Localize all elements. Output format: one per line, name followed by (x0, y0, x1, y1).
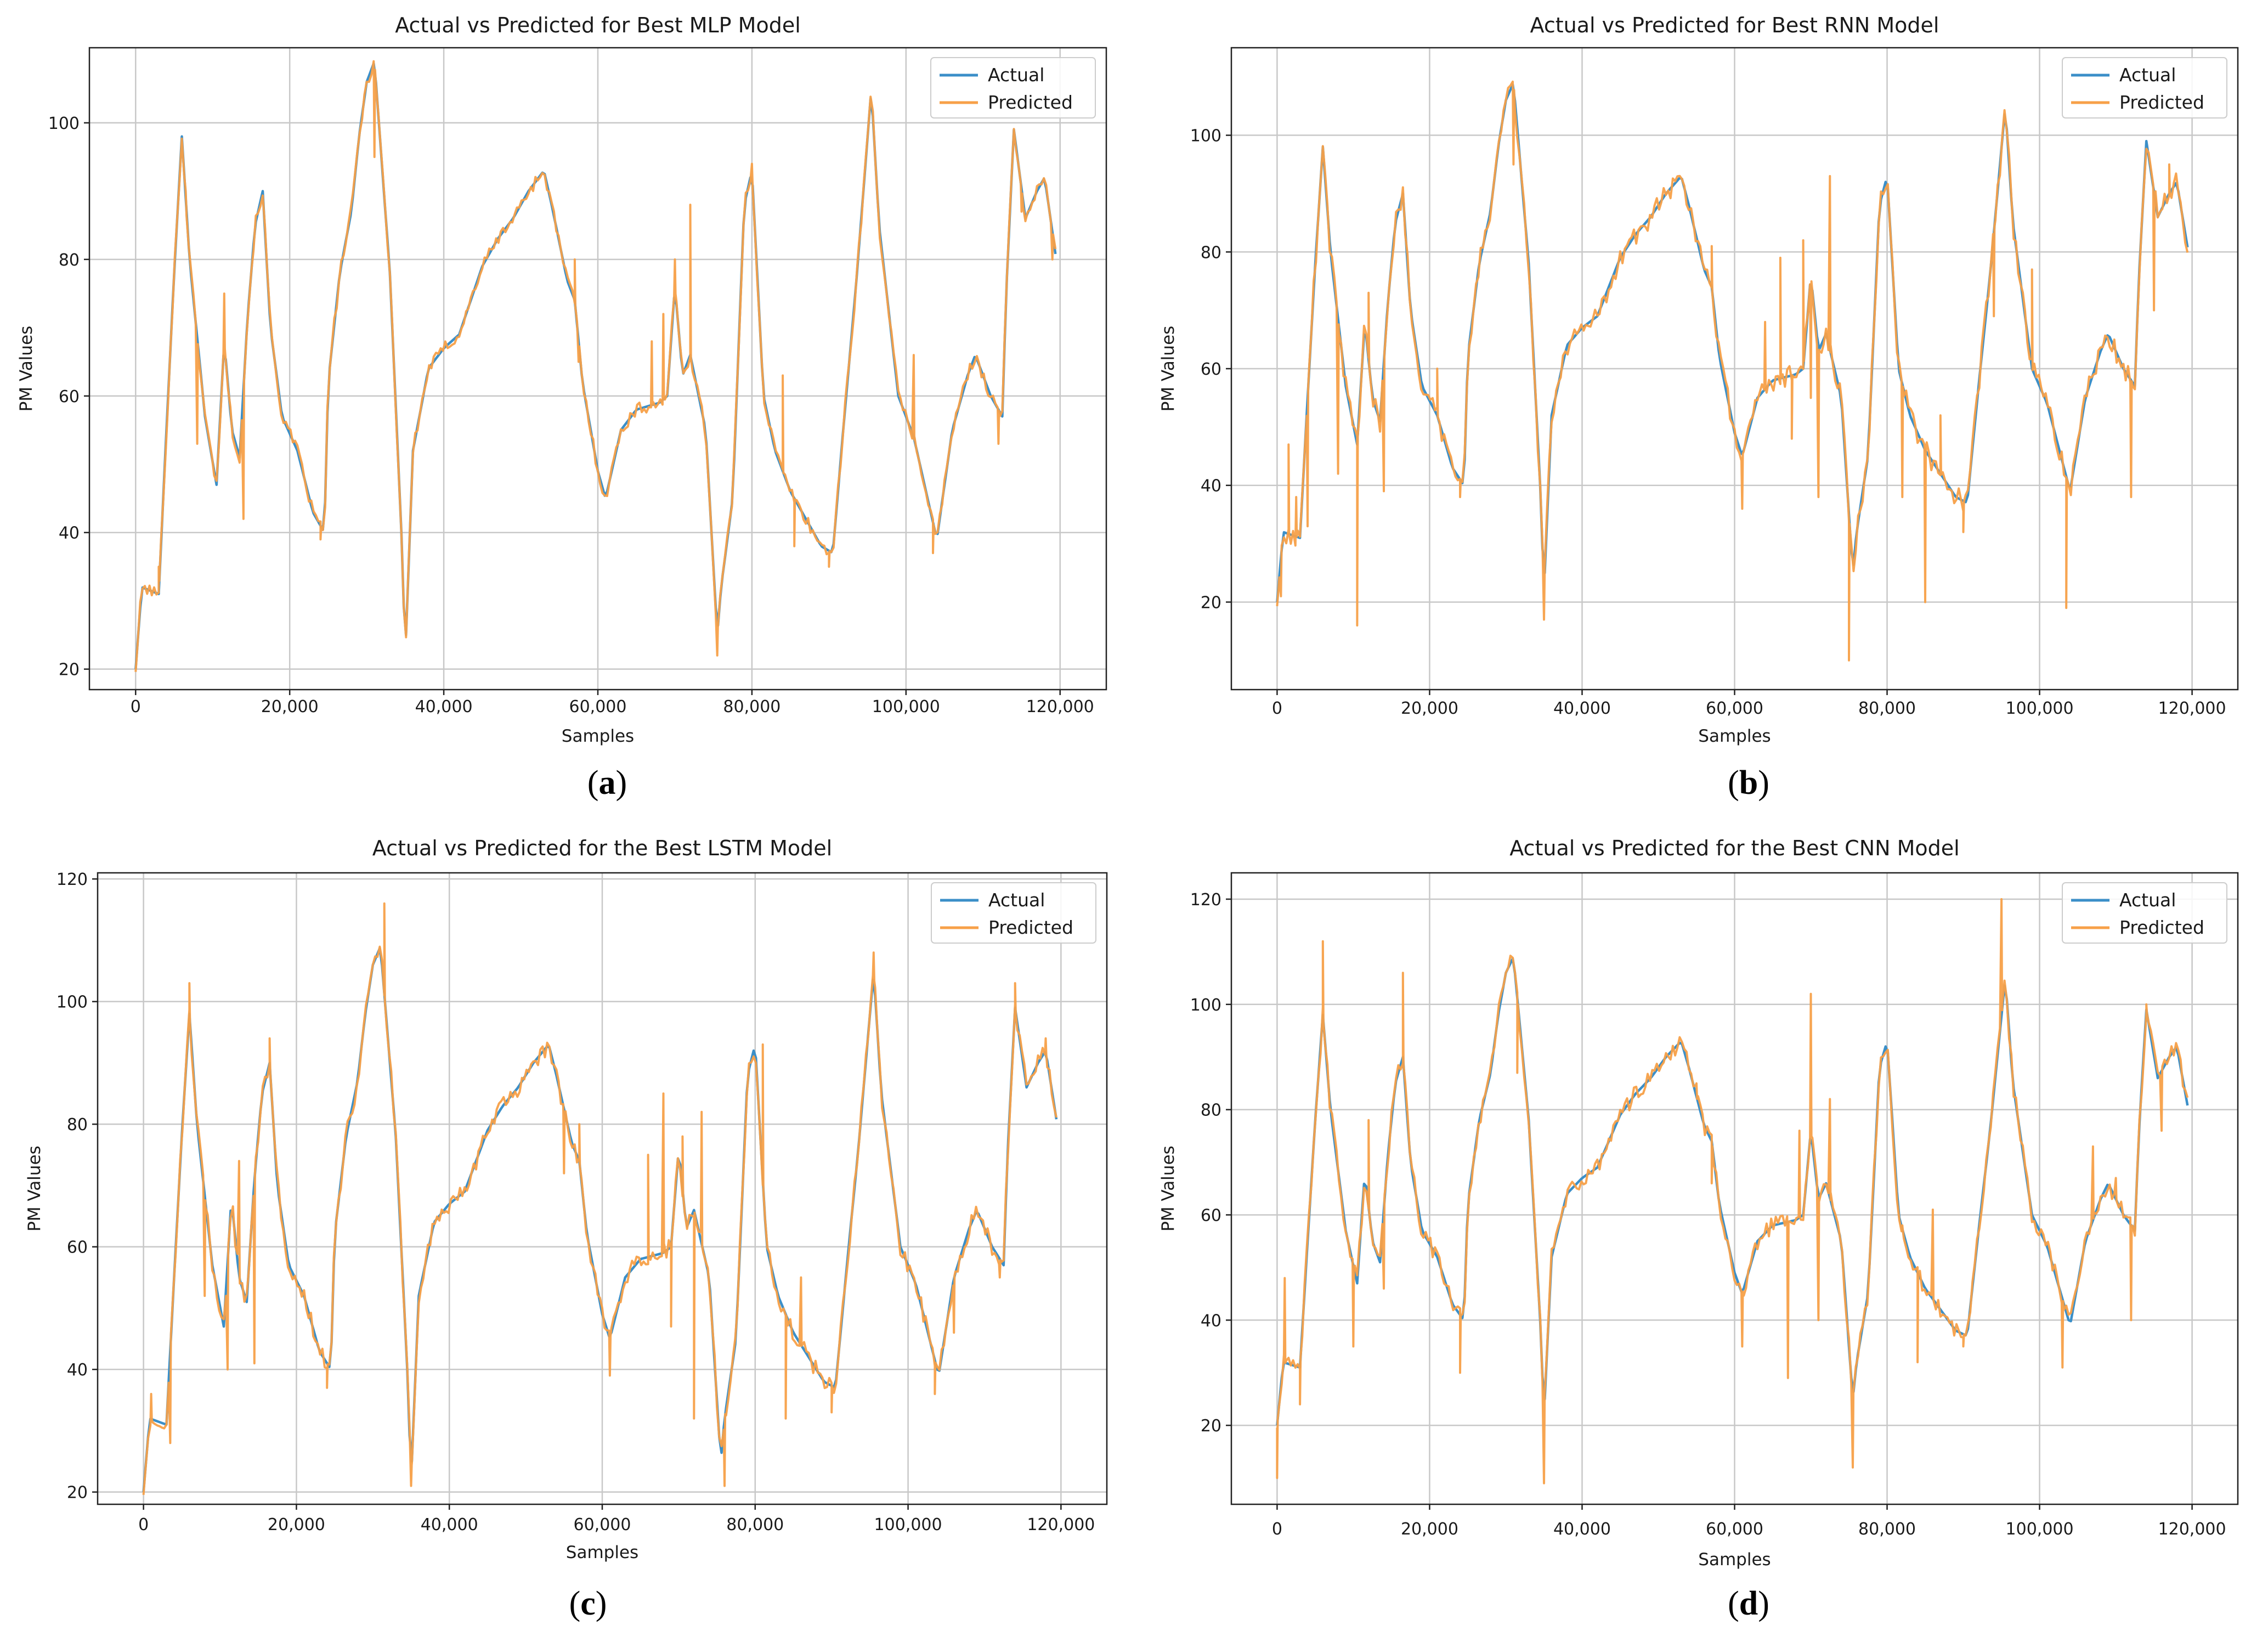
x-tick-label: 0 (1272, 1520, 1282, 1539)
x-tick-label: 20,000 (261, 697, 319, 716)
series-line-predicted (142, 902, 1057, 1495)
chart-panel-cnn: Actual vs Predicted for the Best CNN Mod… (1134, 821, 2268, 1642)
y-tick-label: 20 (67, 1483, 88, 1503)
x-tick-label: 20,000 (1401, 1520, 1458, 1539)
y-tick-label: 60 (1201, 1206, 1221, 1225)
legend-label-actual: Actual (2119, 889, 2176, 911)
x-tick-label: 0 (1272, 699, 1282, 718)
y-tick-label: 100 (1190, 127, 1221, 146)
caption-b: (b) (1728, 764, 1769, 802)
chart-mlp: Actual vs Predicted for Best MLP Model 0 2… (16, 13, 1107, 746)
y-tick-label: 120 (1190, 890, 1221, 910)
legend: Actual Predicted (931, 882, 1096, 944)
x-tick-label: 80,000 (1858, 699, 1916, 718)
y-tick-label: 40 (1201, 1311, 1221, 1330)
series-line-predicted (134, 60, 1057, 672)
x-tick-label: 80,000 (1858, 1520, 1916, 1539)
x-tick-label: 100,000 (2006, 699, 2074, 718)
series-line-predicted (1276, 898, 2189, 1485)
caption-c: (c) (569, 1585, 607, 1622)
y-tick-label: 80 (59, 251, 80, 270)
legend-label-actual: Actual (2119, 64, 2176, 86)
y-tick-label: 100 (1190, 996, 1221, 1015)
x-tick-label: 40,000 (1553, 699, 1611, 718)
caption-a-letter: a (598, 764, 616, 802)
x-tick-label: 60,000 (1706, 699, 1763, 718)
chart-title: Actual vs Predicted for Best MLP Model (395, 13, 801, 37)
chart-title: Actual vs Predicted for the Best LSTM Mo… (372, 836, 832, 860)
x-tick-label: 40,000 (1553, 1520, 1611, 1539)
legend-label-actual: Actual (988, 64, 1044, 86)
chart-rnn: Actual vs Predicted for Best RNN Model 0 2… (1158, 13, 2239, 746)
legend-label-predicted: Predicted (988, 92, 1073, 113)
series-line-predicted (1276, 80, 2189, 662)
y-tick-label: 80 (67, 1115, 88, 1135)
chart-panel-lstm: Actual vs Predicted for the Best LSTM Mo… (0, 821, 1134, 1642)
caption-d-letter: d (1739, 1585, 1758, 1622)
x-axis-label: Samples (562, 726, 634, 746)
x-tick-label: 20,000 (1401, 699, 1458, 718)
chart-title: Actual vs Predicted for the Best CNN Mod… (1509, 836, 1960, 860)
y-tick-label: 60 (1201, 360, 1221, 379)
x-tick-label: 100,000 (874, 1515, 942, 1534)
x-axis-label: Samples (566, 1543, 638, 1562)
x-tick-label: 60,000 (1706, 1520, 1763, 1539)
x-tick-label: 20,000 (268, 1515, 325, 1534)
caption-d: (d) (1728, 1585, 1769, 1622)
legend-label-actual: Actual (988, 889, 1045, 911)
y-tick-label: 120 (56, 870, 88, 889)
x-tick-label: 60,000 (569, 697, 627, 716)
x-tick-label: 0 (131, 697, 141, 716)
x-tick-label: 120,000 (1027, 1515, 1095, 1534)
x-tick-label: 40,000 (415, 697, 473, 716)
legend: Actual Predicted (930, 57, 1096, 119)
y-tick-label: 40 (67, 1361, 88, 1380)
y-axis-label: PM Values (1158, 1146, 1178, 1232)
y-tick-label: 20 (1201, 593, 1221, 612)
caption-b-letter: b (1739, 764, 1758, 802)
x-tick-label: 120,000 (1026, 697, 1094, 716)
chart-cnn: Actual vs Predicted for the Best CNN Mod… (1158, 836, 2239, 1570)
y-tick-label: 60 (67, 1238, 88, 1257)
x-tick-label: 80,000 (726, 1515, 784, 1534)
x-tick-label: 60,000 (574, 1515, 631, 1534)
y-axis-label: PM Values (1158, 326, 1178, 412)
series-line-actual (1276, 83, 2189, 602)
y-tick-label: 100 (48, 114, 80, 133)
x-tick-label: 40,000 (421, 1515, 478, 1534)
x-tick-label: 120,000 (2158, 1520, 2226, 1539)
chart-panel-rnn: Actual vs Predicted for Best RNN Model 0 2… (1134, 0, 2268, 821)
caption-a: (a) (587, 764, 627, 802)
x-axis-label: Samples (1698, 726, 1771, 746)
x-tick-label: 80,000 (723, 697, 780, 716)
y-tick-label: 60 (59, 387, 80, 407)
caption-c-letter: c (580, 1585, 596, 1622)
series-line-actual (134, 62, 1057, 669)
x-tick-label: 0 (138, 1515, 149, 1534)
y-tick-label: 20 (59, 661, 80, 680)
legend: Actual Predicted (2062, 57, 2227, 119)
legend-label-predicted: Predicted (2119, 92, 2204, 113)
x-tick-label: 100,000 (2006, 1520, 2074, 1539)
y-axis-label: PM Values (25, 1146, 44, 1232)
chart-title: Actual vs Predicted for Best RNN Model (1530, 13, 1939, 37)
y-tick-label: 40 (1201, 477, 1221, 496)
x-tick-label: 120,000 (2158, 699, 2226, 718)
y-tick-label: 100 (56, 993, 88, 1012)
legend: Actual Predicted (2062, 882, 2227, 944)
y-axis-label: PM Values (16, 326, 36, 412)
y-tick-label: 80 (1201, 243, 1221, 262)
series-line-actual (1276, 957, 2189, 1426)
legend-label-predicted: Predicted (988, 917, 1073, 938)
y-tick-label: 40 (59, 524, 80, 543)
chart-lstm: Actual vs Predicted for the Best LSTM Mo… (25, 836, 1108, 1562)
y-tick-label: 20 (1201, 1417, 1221, 1436)
y-tick-label: 80 (1201, 1101, 1221, 1120)
x-axis-label: Samples (1698, 1550, 1771, 1570)
chart-panel-mlp: Actual vs Predicted for Best MLP Model 0 2… (0, 0, 1134, 821)
legend-label-predicted: Predicted (2119, 917, 2204, 938)
x-tick-label: 100,000 (872, 697, 940, 716)
